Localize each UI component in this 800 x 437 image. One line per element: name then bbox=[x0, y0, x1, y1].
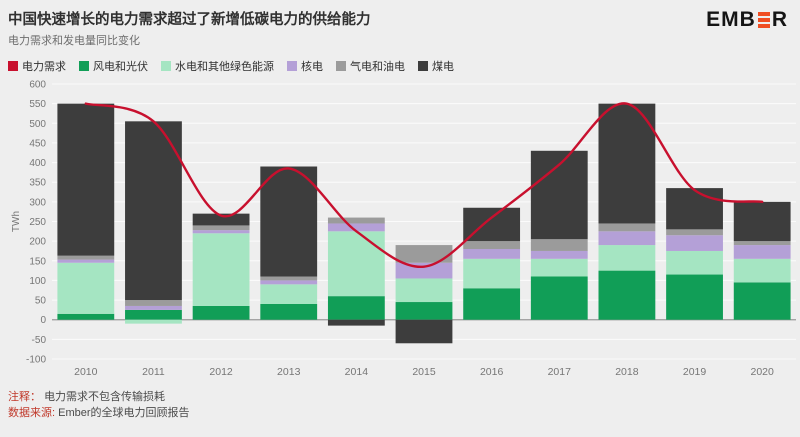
legend-item-wind-solar: 风电和光伏 bbox=[79, 58, 148, 74]
legend-item-hydro-other-green: 水电和其他绿色能源 bbox=[161, 58, 274, 74]
legend-swatch-demand bbox=[8, 61, 18, 71]
chart-area: 600 550 500 450 400 350 300 250 200 150 100 50 0 -50-… bbox=[8, 76, 796, 389]
svg-text:300: 300 bbox=[29, 197, 46, 208]
logo-text-right: R bbox=[771, 8, 788, 31]
legend-label: 气电和油电 bbox=[350, 61, 405, 73]
note-text: 电力需求不包含传输损耗 bbox=[44, 391, 166, 403]
svg-text:50: 50 bbox=[35, 296, 47, 307]
svg-text:2017: 2017 bbox=[548, 366, 572, 378]
svg-text:600: 600 bbox=[29, 80, 46, 91]
svg-text:2013: 2013 bbox=[277, 366, 301, 378]
svg-text:400: 400 bbox=[29, 158, 46, 169]
header: 中国快速增长的电力需求超过了新增低碳电力的供给能力 电力需求和发电量同比变化 E… bbox=[8, 8, 794, 48]
svg-text:2015: 2015 bbox=[412, 366, 436, 378]
legend-item-coal: 煤电 bbox=[418, 58, 454, 74]
svg-text:2020: 2020 bbox=[751, 366, 775, 378]
legend-swatch-wind-solar bbox=[79, 61, 89, 71]
source-text: Ember的全球电力回顾报告 bbox=[58, 406, 190, 419]
svg-text:2012: 2012 bbox=[209, 366, 233, 378]
logo-text-left: EMB bbox=[706, 8, 756, 31]
legend-label: 风电和光伏 bbox=[93, 61, 148, 73]
header-titles: 中国快速增长的电力需求超过了新增低碳电力的供给能力 电力需求和发电量同比变化 bbox=[8, 8, 371, 48]
legend-swatch-coal bbox=[418, 61, 428, 71]
legend: 电力需求 风电和光伏 水电和其他绿色能源 核电 气电和油电 煤电 bbox=[8, 58, 794, 74]
svg-text:2014: 2014 bbox=[345, 366, 369, 378]
legend-swatch-gas-oil bbox=[336, 61, 346, 71]
svg-text:550: 550 bbox=[29, 99, 46, 110]
chart-title: 中国快速增长的电力需求超过了新增低碳电力的供给能力 bbox=[8, 12, 371, 28]
ember-logo: EMB R bbox=[706, 8, 794, 32]
svg-text:2016: 2016 bbox=[480, 366, 504, 378]
svg-text:2019: 2019 bbox=[683, 366, 707, 378]
legend-label: 水电和其他绿色能源 bbox=[175, 61, 274, 73]
source-label: 数据来源: bbox=[8, 406, 56, 419]
legend-label: 煤电 bbox=[432, 61, 454, 73]
svg-text:TWh: TWh bbox=[11, 211, 22, 232]
note-label: 注释： bbox=[8, 391, 41, 403]
legend-item-demand: 电力需求 bbox=[8, 58, 66, 74]
legend-label: 电力需求 bbox=[22, 61, 66, 73]
chart-subtitle: 电力需求和发电量同比变化 bbox=[8, 35, 140, 47]
legend-item-nuclear: 核电 bbox=[287, 58, 323, 74]
svg-text:2010: 2010 bbox=[74, 366, 98, 378]
ember-e-icon bbox=[757, 12, 770, 28]
svg-text:450: 450 bbox=[29, 138, 46, 149]
source-line: 数据来源: Ember的全球电力回顾报告 bbox=[8, 406, 794, 422]
svg-text:2018: 2018 bbox=[615, 366, 639, 378]
svg-text:-50: -50 bbox=[32, 335, 47, 346]
legend-label: 核电 bbox=[301, 61, 323, 73]
legend-swatch-hydro-other-green bbox=[161, 61, 171, 71]
svg-text:100: 100 bbox=[29, 276, 46, 287]
legend-item-gas-oil: 气电和油电 bbox=[336, 58, 405, 74]
svg-text:150: 150 bbox=[29, 256, 46, 267]
chart-canvas: 600550500450400350300250200150100500-50-… bbox=[11, 80, 796, 378]
footer: 注释： 电力需求不包含传输损耗 数据来源: Ember的全球电力回顾报告 bbox=[8, 390, 794, 422]
svg-text:500: 500 bbox=[29, 119, 46, 130]
svg-text:0: 0 bbox=[40, 315, 46, 326]
svg-text:350: 350 bbox=[29, 178, 46, 189]
legend-swatch-nuclear bbox=[287, 61, 297, 71]
svg-text:-100: -100 bbox=[26, 355, 46, 366]
svg-text:250: 250 bbox=[29, 217, 46, 228]
footnote-line: 注释： 电力需求不包含传输损耗 bbox=[8, 390, 794, 406]
svg-text:2011: 2011 bbox=[142, 366, 165, 378]
svg-text:200: 200 bbox=[29, 237, 46, 248]
